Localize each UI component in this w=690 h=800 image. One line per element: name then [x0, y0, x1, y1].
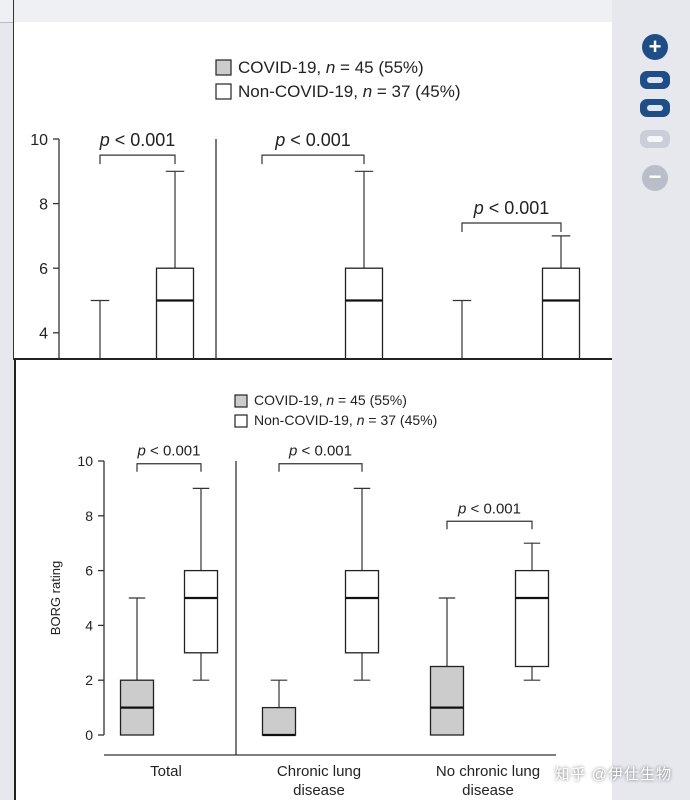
- chart-panel-zoomed: COVID-19, n = 45 (55%) Non-COVID-19, n = …: [14, 22, 612, 358]
- legend-swatch-2: [234, 414, 248, 428]
- y-tick-label: 4: [39, 326, 48, 343]
- p-value-label: p < 0.001: [473, 198, 550, 218]
- chart-zoomed: COVID-19, n = 45 (55%) Non-COVID-19, n = …: [30, 58, 581, 358]
- legend-swatch-1: [234, 394, 248, 408]
- box-non-covid: [155, 267, 195, 358]
- chart: COVID-19, n = 45 (55%) Non-COVID-19, n = …: [48, 392, 556, 799]
- legend-label-1: COVID-19, n = 45 (55%): [254, 392, 407, 408]
- box-non-covid: [344, 267, 384, 358]
- zoom-in-button[interactable]: +: [642, 34, 668, 60]
- significance-bracket: [261, 154, 365, 165]
- page-thumb-1[interactable]: [640, 71, 670, 89]
- significance-bracket: [461, 222, 562, 232]
- legend-swatch-1: [215, 59, 232, 76]
- y-tick-label: 6: [39, 261, 48, 278]
- significance-bracket: [278, 463, 363, 472]
- p-value-label: p < 0.001: [274, 130, 351, 150]
- viewer-controls: + −: [622, 22, 690, 800]
- box-non-covid: [541, 267, 581, 358]
- y-tick-label: 6: [85, 563, 93, 579]
- box-non-covid: [514, 569, 550, 668]
- box-non-covid: [344, 569, 380, 654]
- x-category-label: Chronic lung: [277, 763, 361, 780]
- y-tick-label: 0: [85, 727, 93, 743]
- box-covid: [261, 706, 297, 736]
- x-category-label: Total: [150, 763, 182, 780]
- y-tick-label: 10: [30, 132, 48, 149]
- box-non-covid: [183, 569, 219, 654]
- p-value-label: p < 0.001: [99, 130, 176, 150]
- top-toolbar: [0, 0, 612, 23]
- legend-label-2: Non-COVID-19, n = 37 (45%): [254, 412, 437, 428]
- significance-bracket: [99, 154, 176, 165]
- divider: [13, 0, 14, 360]
- x-category-label: disease: [462, 782, 514, 799]
- page-thumb-2[interactable]: [640, 99, 670, 117]
- y-tick-label: 4: [85, 617, 93, 633]
- x-category-label: disease: [293, 782, 345, 799]
- legend-label-2: Non-COVID-19, n = 37 (45%): [238, 82, 461, 101]
- legend-label-1: COVID-19, n = 45 (55%): [238, 58, 424, 77]
- y-tick-label: 10: [77, 453, 93, 469]
- y-tick-label: 8: [39, 196, 48, 213]
- legend-swatch-2: [215, 83, 232, 100]
- chart-panel: COVID-19, n = 45 (55%) Non-COVID-19, n = …: [14, 358, 612, 800]
- box-covid: [429, 665, 465, 736]
- zoom-out-button[interactable]: −: [642, 165, 668, 191]
- p-value-label: p < 0.001: [288, 443, 352, 460]
- p-value-label: p < 0.001: [457, 500, 521, 517]
- significance-bracket: [136, 463, 202, 472]
- p-value-label: p < 0.001: [137, 443, 201, 460]
- x-category-label: No chronic lung: [436, 763, 540, 780]
- watermark: 知乎 @伊仕生物: [554, 766, 672, 783]
- significance-bracket: [446, 520, 533, 530]
- y-tick-label: 8: [85, 508, 93, 524]
- y-axis-label: BORG rating: [48, 561, 63, 635]
- y-tick-label: 2: [85, 672, 93, 688]
- page-thumb-3[interactable]: [640, 130, 670, 148]
